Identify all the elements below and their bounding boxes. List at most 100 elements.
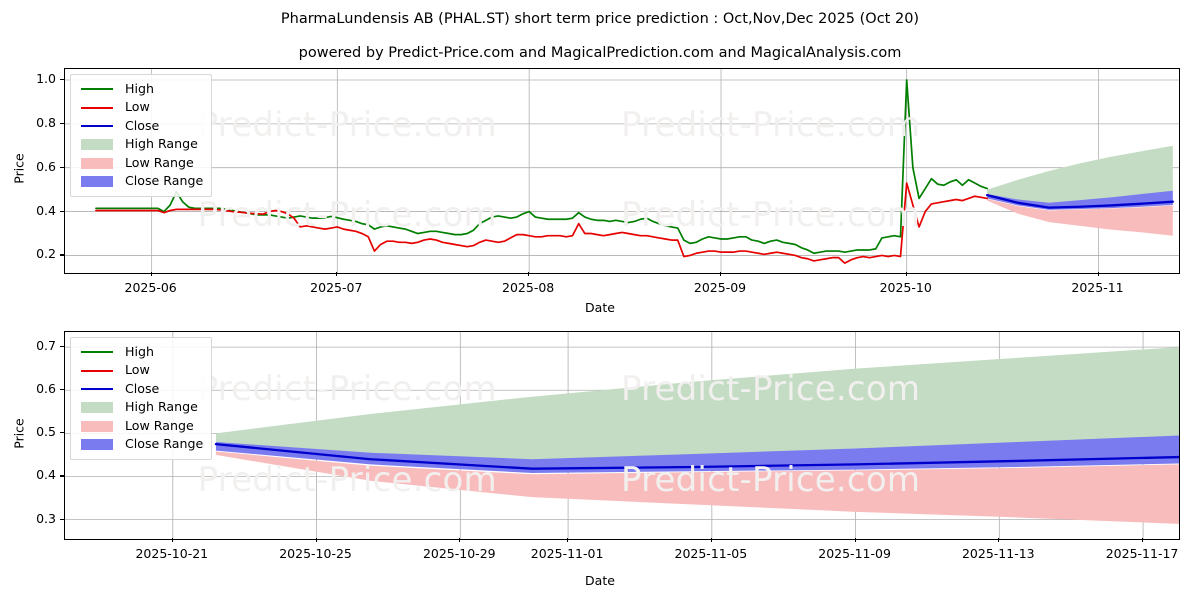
x-tick-mark (1097, 272, 1099, 276)
legend-swatch (77, 157, 117, 169)
x-tick-mark (720, 272, 722, 276)
x-tick-mark (336, 272, 338, 276)
watermark-text: Predict-Price.com (621, 369, 921, 410)
y-tick-label: 0.8 (36, 114, 56, 130)
x-tick-label: 2025-11-01 (530, 546, 604, 561)
x-tick-label: 2025-11-17 (1105, 546, 1179, 561)
legend-item-low[interactable]: Low (77, 99, 203, 118)
legend-item-low-range[interactable]: Low Range (77, 417, 203, 436)
legend-item-close-range[interactable]: Close Range (77, 173, 203, 192)
y-tick-mark (60, 346, 64, 348)
y-tick-label: 0.3 (36, 510, 56, 526)
legend-patch-icon (81, 139, 113, 151)
x-tick-mark (905, 272, 907, 276)
legend-item-label: High (125, 343, 154, 359)
x-tick-mark (150, 272, 152, 276)
watermark-text: Predict-Price.com (197, 194, 497, 235)
y-tick-label: 0.7 (36, 338, 56, 354)
legend-swatch (77, 88, 117, 91)
x-tick-label: 2025-10-21 (135, 546, 209, 561)
y-tick-label: 0.6 (36, 158, 56, 174)
y-tick-mark (60, 432, 64, 434)
watermark-text: Predict-Price.com (621, 105, 921, 146)
legend-item-label: Close (125, 380, 160, 396)
legend-item-low[interactable]: Low (77, 362, 203, 381)
top-chart-x-axis-label: Date (585, 300, 615, 315)
watermark-text: Predict-Price.com (197, 105, 497, 146)
y-tick-label: 0.6 (36, 381, 56, 397)
top-chart-legend: High Low Close High Range Low Range Close Ran… (70, 74, 213, 197)
title-block: PharmaLundensis AB (PHAL.ST) short term … (0, 0, 1200, 60)
legend-swatch (77, 388, 117, 391)
page-subtitle: powered by Predict-Price.com and Magical… (298, 44, 902, 61)
x-tick-label: 2025-08 (502, 280, 555, 295)
legend-patch-icon (81, 420, 113, 432)
legend-swatch (77, 176, 117, 188)
legend-swatch (77, 351, 117, 354)
legend-swatch (77, 420, 117, 432)
legend-swatch (77, 369, 117, 372)
legend-item-high-range[interactable]: High Range (77, 136, 203, 155)
x-tick-mark (528, 272, 530, 276)
x-tick-label: 2025-09 (693, 280, 747, 295)
legend-item-high[interactable]: High (77, 343, 203, 362)
x-tick-label: 2025-06 (124, 280, 177, 295)
x-tick-label: 2025-11 (1071, 280, 1124, 295)
y-tick-mark (60, 475, 64, 477)
x-tick-label: 2025-11-09 (818, 546, 891, 561)
legend-line-icon (81, 106, 113, 109)
top-chart-svg (65, 69, 1179, 273)
legend-patch-icon (81, 439, 113, 451)
y-tick-label: 0.4 (36, 202, 56, 218)
x-tick-label: 2025-10-29 (422, 546, 496, 561)
legend-swatch (77, 139, 117, 151)
legend-swatch (77, 125, 117, 128)
y-tick-mark (60, 518, 64, 520)
legend-item-close[interactable]: Close (77, 117, 203, 136)
legend-item-close-range[interactable]: Close Range (77, 436, 203, 455)
x-tick-mark (998, 538, 1000, 542)
legend-patch-icon (81, 402, 113, 414)
bottom-chart-panel: Price Date Predict-Price.com Predict-Pric… (0, 315, 1200, 600)
x-tick-mark (315, 538, 317, 542)
legend-patch-icon (81, 157, 113, 169)
legend-item-label: Close Range (125, 436, 204, 452)
watermark-text: Predict-Price.com (197, 460, 497, 501)
y-tick-mark (60, 254, 64, 256)
y-tick-mark (60, 78, 64, 81)
legend-item-low-range[interactable]: Low Range (77, 154, 203, 173)
y-tick-mark (60, 166, 64, 168)
y-tick-mark (60, 210, 64, 212)
top-chart-plot-area (64, 68, 1180, 274)
legend-item-label: High (125, 80, 154, 96)
watermark-text: Predict-Price.com (621, 460, 921, 501)
legend-item-high[interactable]: High (77, 80, 203, 99)
legend-item-label: High Range (125, 399, 198, 415)
legend-swatch (77, 106, 117, 109)
legend-line-icon (81, 351, 113, 354)
y-tick-label: 0.4 (36, 467, 56, 483)
page-title: PharmaLundensis AB (PHAL.ST) short term … (280, 11, 920, 27)
y-tick-label: 0.5 (36, 424, 56, 440)
bottom-chart-svg (65, 332, 1179, 539)
x-tick-mark (171, 538, 173, 542)
x-tick-mark (567, 538, 569, 542)
legend-item-high-range[interactable]: High Range (77, 399, 203, 418)
x-tick-label: 2025-11-05 (674, 546, 748, 561)
legend-line-icon (81, 125, 113, 128)
legend-item-label: Close (125, 117, 160, 133)
y-tick-label: 0.2 (36, 246, 56, 262)
x-tick-label: 2025-07 (310, 280, 363, 295)
bottom-chart-plot-area (64, 331, 1180, 540)
bottom-chart-x-axis-label: Date (585, 573, 615, 588)
y-tick-mark (60, 122, 64, 124)
legend-swatch (77, 402, 117, 414)
x-tick-mark (1142, 538, 1144, 542)
watermark-text: Predict-Price.com (621, 194, 921, 235)
legend-item-close[interactable]: Close (77, 380, 203, 399)
legend-item-label: Low (125, 99, 150, 115)
legend-item-label: Low Range (125, 417, 194, 433)
legend-line-icon (81, 388, 113, 391)
legend-patch-icon (81, 176, 113, 188)
